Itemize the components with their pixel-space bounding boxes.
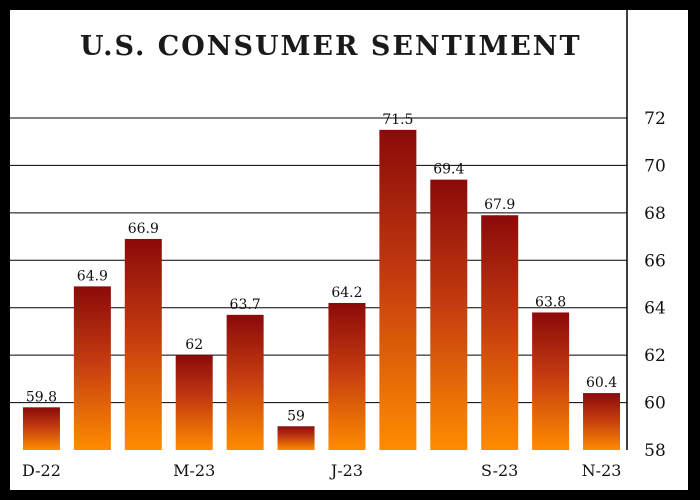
bar [124,238,162,450]
bar [22,407,60,450]
y-tick-label: 68 [644,204,666,224]
x-axis-ticks: D-22 M-23 J-23 S-23 N-23 [22,461,621,480]
y-tick-label: 60 [644,394,666,414]
bar [379,129,417,450]
x-tick-label: S-23 [481,461,518,480]
data-label: 64.9 [77,268,108,284]
y-tick-label: 66 [644,251,666,271]
data-label: 59 [287,408,305,424]
y-tick-label: 62 [644,346,666,366]
x-tick-label: D-22 [22,461,61,480]
data-label: 69.4 [433,162,464,178]
y-tick-label: 58 [644,441,666,461]
data-label: 59.8 [26,389,57,405]
gridlines [10,117,627,404]
chart-title: U.S. CONSUMER SENTIMENT [80,31,582,62]
data-label: 62 [185,337,203,353]
y-tick-label: 64 [644,299,666,319]
x-tick-label: M-23 [173,461,215,480]
data-label: 60.4 [586,375,617,391]
data-labels: 59.8 64.9 66.9 62 63.7 59 64.2 71.5 69.4 67.9 63.8… [26,112,617,424]
bar [175,355,213,450]
data-label: 66.9 [128,221,159,237]
data-label: 71.5 [382,112,413,128]
bar [226,314,264,450]
bar [328,302,366,450]
bar [583,393,621,450]
y-tick-label: 72 [644,109,666,129]
bar [277,426,315,450]
x-tick-label: N-23 [582,461,622,480]
y-axis-ticks: 58 60 62 64 66 68 70 72 [644,109,666,461]
data-label: 63.7 [230,297,261,313]
data-label: 67.9 [484,197,515,213]
bar [481,215,519,450]
bar [532,312,570,450]
bar [73,286,111,450]
x-tick-label: J-23 [329,461,363,480]
data-label: 64.2 [331,285,362,301]
data-label: 63.8 [535,294,566,310]
bar [430,179,468,450]
bars [22,129,621,450]
y-tick-label: 70 [644,156,666,176]
